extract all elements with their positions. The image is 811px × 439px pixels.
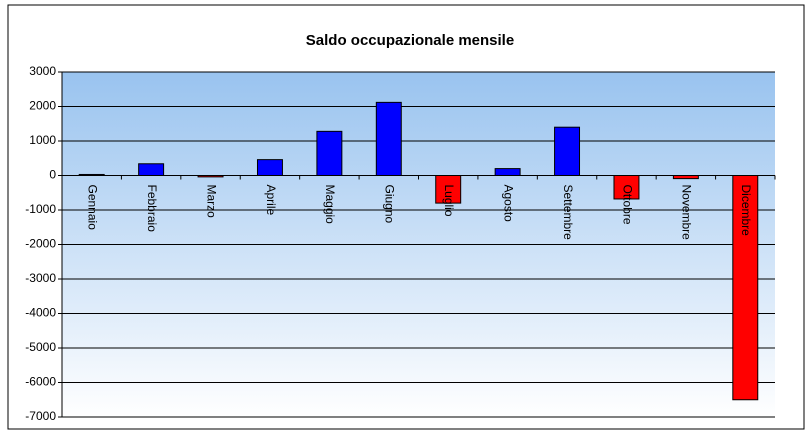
y-tick-label: -4000 bbox=[25, 306, 56, 320]
x-tick-label: Luglio bbox=[442, 185, 456, 217]
x-tick-label: Maggio bbox=[323, 185, 337, 225]
x-tick-label: Marzo bbox=[204, 185, 218, 219]
bar bbox=[732, 175, 759, 401]
bar bbox=[138, 163, 165, 177]
x-tick-label: Febbraio bbox=[145, 185, 159, 233]
x-tick-label: Ottobre bbox=[620, 185, 634, 225]
y-tick-label: -2000 bbox=[25, 237, 56, 251]
x-tick-label: Dicembre bbox=[739, 185, 753, 237]
bar bbox=[375, 101, 402, 176]
y-tick-label: -1000 bbox=[25, 202, 56, 216]
y-tick-label: 0 bbox=[49, 168, 56, 182]
bar bbox=[435, 175, 462, 204]
y-tick-label: 2000 bbox=[29, 99, 56, 113]
y-tick-label: 3000 bbox=[29, 64, 56, 78]
x-tick-label: Aprile bbox=[264, 185, 278, 216]
x-tick-label: Agosto bbox=[501, 185, 515, 223]
bar bbox=[494, 168, 521, 177]
y-tick-label: -6000 bbox=[25, 375, 56, 389]
x-tick-label: Novembre bbox=[680, 185, 694, 241]
y-tick-label: 1000 bbox=[29, 133, 56, 147]
bar bbox=[554, 126, 581, 176]
chart-title: Saldo occupazionale mensile bbox=[306, 32, 514, 49]
y-tick-label: -5000 bbox=[25, 340, 56, 354]
y-tick-label: -7000 bbox=[25, 409, 56, 423]
bar bbox=[256, 159, 283, 177]
x-tick-label: Giugno bbox=[383, 185, 397, 224]
y-tick-label: -3000 bbox=[25, 271, 56, 285]
x-tick-label: Gennaio bbox=[86, 185, 100, 231]
bar bbox=[316, 130, 343, 176]
x-tick-label: Settembre bbox=[561, 185, 575, 241]
